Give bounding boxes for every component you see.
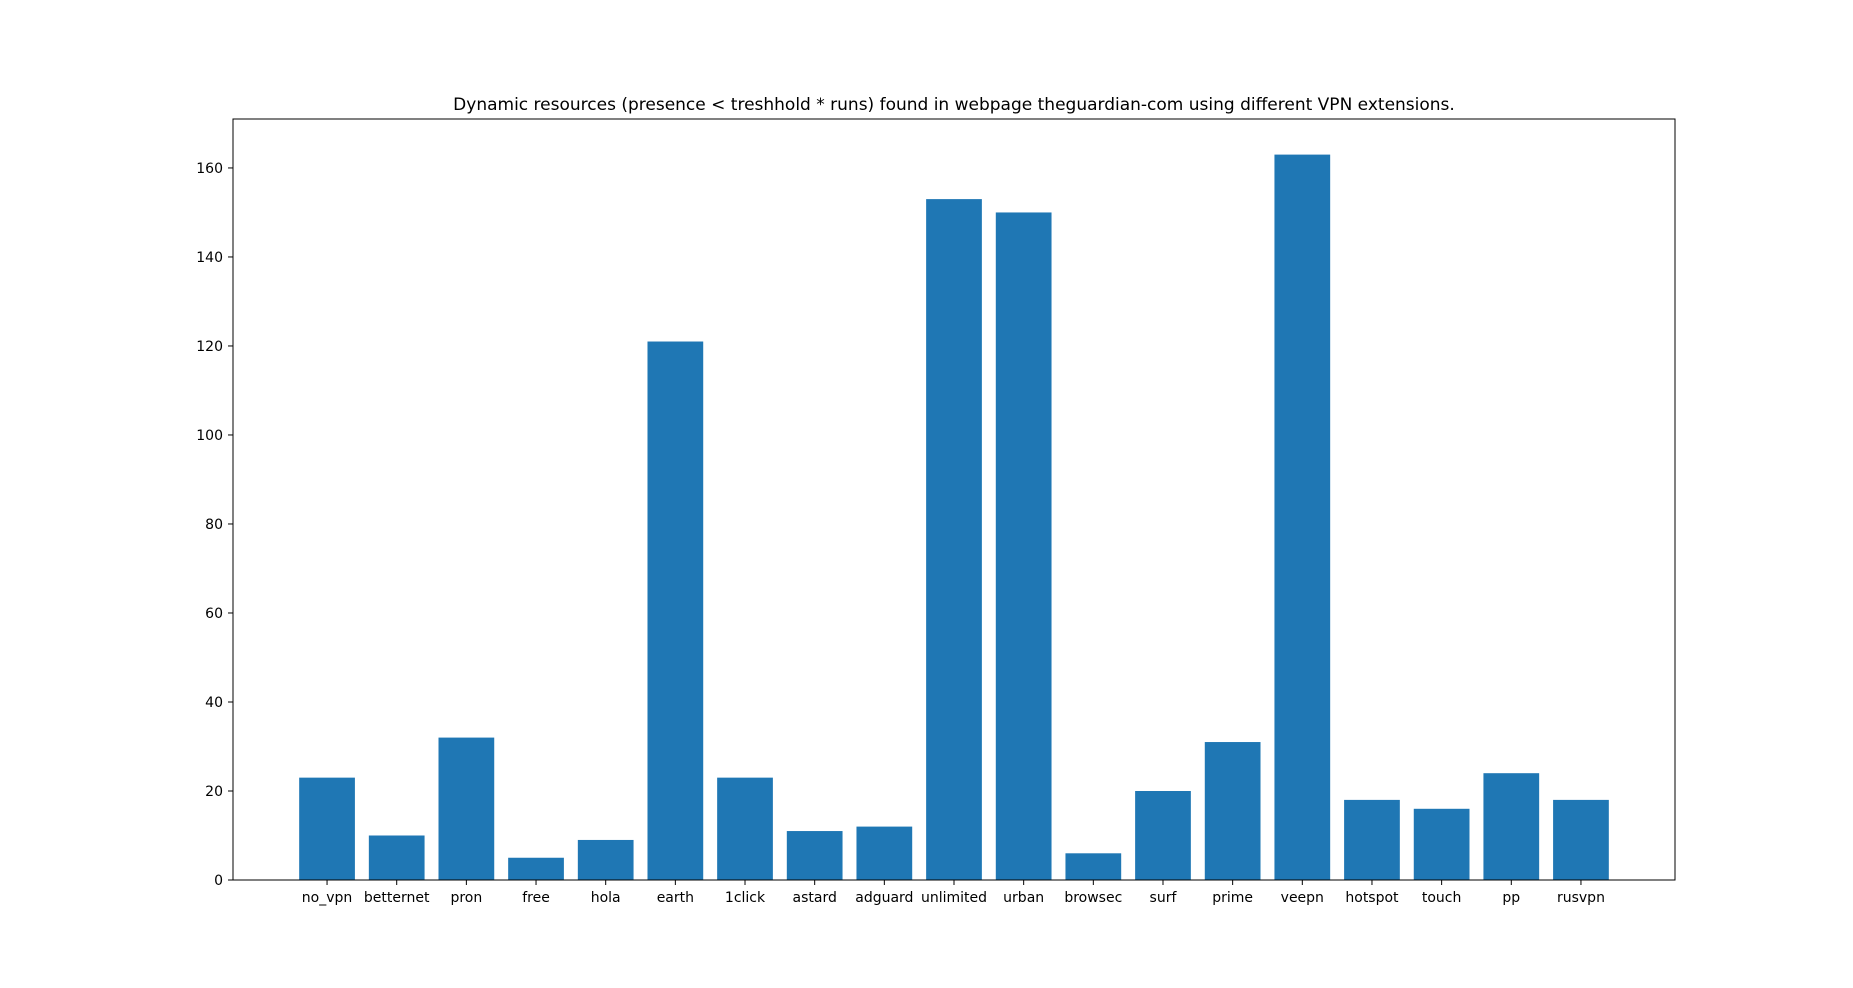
bar-unlimited xyxy=(926,199,982,880)
x-tick-label: adguard xyxy=(855,890,913,906)
plot-frame xyxy=(232,118,1676,881)
x-tick-label: pron xyxy=(450,890,482,906)
x-tick-label: touch xyxy=(1422,890,1462,906)
bar-earth xyxy=(647,341,704,880)
x-axis-ticks: no_vpn betternet pron free hola earth 1click as… xyxy=(302,880,1605,906)
bar-prime xyxy=(1204,742,1261,880)
bar-urban xyxy=(995,212,1052,880)
x-tick-label: no_vpn xyxy=(302,890,352,906)
x-tick-label: rusvpn xyxy=(1557,890,1605,906)
bar-hotspot xyxy=(1344,799,1400,880)
bar-browsec xyxy=(1065,853,1122,880)
chart-title: Dynamic resources (presence < treshhold … xyxy=(453,95,1455,115)
x-tick-label: pp xyxy=(1502,890,1520,906)
y-tick-label: 160 xyxy=(196,161,223,177)
x-tick-label: free xyxy=(522,890,550,906)
y-tick-label: 80 xyxy=(205,517,223,533)
bar-veepn xyxy=(1274,154,1331,880)
bar-1click xyxy=(717,777,773,880)
bar-surf xyxy=(1135,790,1191,880)
bar-astard xyxy=(786,831,843,880)
x-tick-label: 1click xyxy=(725,890,766,906)
x-tick-label: veepn xyxy=(1281,890,1324,906)
x-tick-label: betternet xyxy=(364,890,430,906)
x-tick-label: hotspot xyxy=(1345,890,1399,906)
y-tick-label: 120 xyxy=(196,339,223,355)
x-tick-label: browsec xyxy=(1064,890,1122,906)
y-tick-label: 100 xyxy=(196,428,223,444)
x-tick-label: urban xyxy=(1003,890,1044,906)
bar-hola xyxy=(577,839,634,880)
x-tick-label: astard xyxy=(793,890,837,906)
y-tick-label: 140 xyxy=(196,250,223,266)
y-tick-label: 40 xyxy=(205,695,223,711)
x-tick-label: hola xyxy=(591,890,621,906)
bar-no_vpn xyxy=(299,777,355,880)
y-axis-ticks: 0 20 40 60 80 100 120 140 160 xyxy=(196,161,233,889)
y-tick-label: 20 xyxy=(205,784,223,800)
bar-pron xyxy=(438,737,495,880)
y-tick-label: 0 xyxy=(214,873,223,889)
bars-layer xyxy=(299,154,1609,880)
x-tick-label: surf xyxy=(1150,890,1178,906)
y-tick-label: 60 xyxy=(205,606,223,622)
x-tick-label: earth xyxy=(657,890,694,906)
bar-betternet xyxy=(368,835,425,880)
x-tick-label: unlimited xyxy=(921,890,987,906)
bar-pp xyxy=(1483,773,1540,880)
bar-adguard xyxy=(856,826,913,880)
bar-touch xyxy=(1413,808,1470,880)
x-tick-label: prime xyxy=(1212,890,1253,906)
bar-free xyxy=(508,857,564,880)
bar-rusvpn xyxy=(1553,799,1609,880)
